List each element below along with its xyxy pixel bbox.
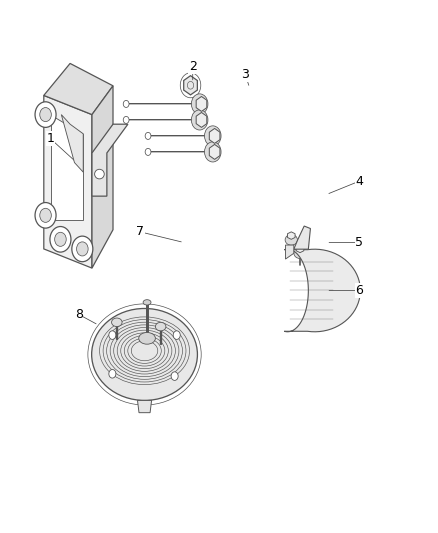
- Polygon shape: [92, 124, 128, 196]
- Polygon shape: [92, 86, 113, 268]
- Circle shape: [205, 126, 221, 146]
- Circle shape: [40, 208, 51, 222]
- Polygon shape: [184, 76, 198, 95]
- Ellipse shape: [143, 300, 151, 305]
- Ellipse shape: [95, 169, 104, 179]
- Polygon shape: [196, 112, 207, 127]
- Polygon shape: [51, 115, 83, 220]
- Circle shape: [35, 102, 56, 127]
- Polygon shape: [296, 245, 304, 253]
- Circle shape: [145, 148, 151, 156]
- Ellipse shape: [112, 318, 122, 327]
- Circle shape: [109, 331, 116, 340]
- Circle shape: [55, 232, 66, 246]
- Circle shape: [109, 369, 116, 378]
- Polygon shape: [294, 226, 311, 249]
- Circle shape: [50, 227, 71, 252]
- Circle shape: [205, 142, 221, 162]
- Circle shape: [35, 203, 56, 228]
- Text: 8: 8: [75, 308, 83, 321]
- Polygon shape: [138, 400, 152, 413]
- Text: 5: 5: [355, 236, 363, 249]
- Circle shape: [173, 331, 180, 340]
- Ellipse shape: [294, 248, 306, 259]
- Polygon shape: [209, 144, 220, 159]
- Polygon shape: [286, 245, 294, 259]
- Circle shape: [145, 132, 151, 140]
- Polygon shape: [61, 115, 83, 172]
- Circle shape: [123, 100, 129, 108]
- Polygon shape: [44, 95, 92, 268]
- Text: 6: 6: [355, 284, 363, 297]
- Circle shape: [77, 242, 88, 256]
- Circle shape: [171, 372, 178, 381]
- Text: 1: 1: [46, 132, 54, 145]
- Text: 4: 4: [355, 175, 363, 188]
- Text: 3: 3: [241, 68, 249, 81]
- Ellipse shape: [155, 322, 166, 331]
- Polygon shape: [284, 249, 360, 332]
- Polygon shape: [44, 63, 113, 115]
- Circle shape: [191, 110, 208, 130]
- Polygon shape: [287, 232, 295, 239]
- Ellipse shape: [139, 333, 155, 344]
- Polygon shape: [196, 96, 207, 111]
- Polygon shape: [209, 128, 220, 143]
- Circle shape: [72, 236, 93, 262]
- Circle shape: [40, 108, 51, 122]
- Circle shape: [123, 116, 129, 124]
- Text: 2: 2: [189, 60, 197, 73]
- Ellipse shape: [285, 235, 297, 245]
- Ellipse shape: [92, 309, 198, 400]
- Circle shape: [191, 94, 208, 114]
- Text: 7: 7: [136, 225, 144, 238]
